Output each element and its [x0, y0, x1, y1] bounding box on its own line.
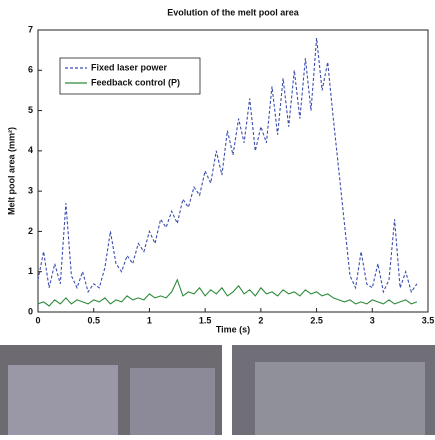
y-tick-label: 0 [28, 306, 33, 316]
x-tick-label: 1 [147, 315, 152, 325]
chart-title: Evolution of the melt pool area [167, 7, 300, 17]
x-tick-label: 0.5 [87, 315, 100, 325]
legend-box [59, 57, 201, 95]
series-line [37, 278, 418, 307]
x-tick-label: 2.5 [310, 315, 323, 325]
y-tick-label: 6 [28, 65, 33, 75]
photos [0, 345, 435, 435]
series-line [37, 38, 418, 294]
x-axis-label: Time (s) [216, 324, 250, 334]
sample-left-a [8, 365, 118, 435]
legend-label: Fixed laser power [91, 62, 168, 72]
y-tick-label: 1 [28, 266, 33, 276]
x-tick-label: 0 [35, 315, 40, 325]
sample-left-b [130, 368, 215, 435]
plot-frame [37, 29, 429, 313]
x-tick-label: 3.5 [422, 315, 435, 325]
y-tick-label: 3 [28, 186, 33, 196]
x-tick-label: 2 [258, 315, 263, 325]
x-tick-label: 1.5 [199, 315, 212, 325]
sample-right [255, 362, 425, 435]
y-axis-label: Melt pool area (mm²) [6, 127, 16, 215]
y-tick-label: 7 [28, 24, 33, 34]
legend-label: Feedback control (P) [91, 77, 180, 87]
x-tick-label: 3 [370, 315, 375, 325]
y-tick-label: 5 [28, 105, 33, 115]
y-tick-label: 4 [28, 145, 33, 155]
y-tick-label: 2 [28, 226, 33, 236]
